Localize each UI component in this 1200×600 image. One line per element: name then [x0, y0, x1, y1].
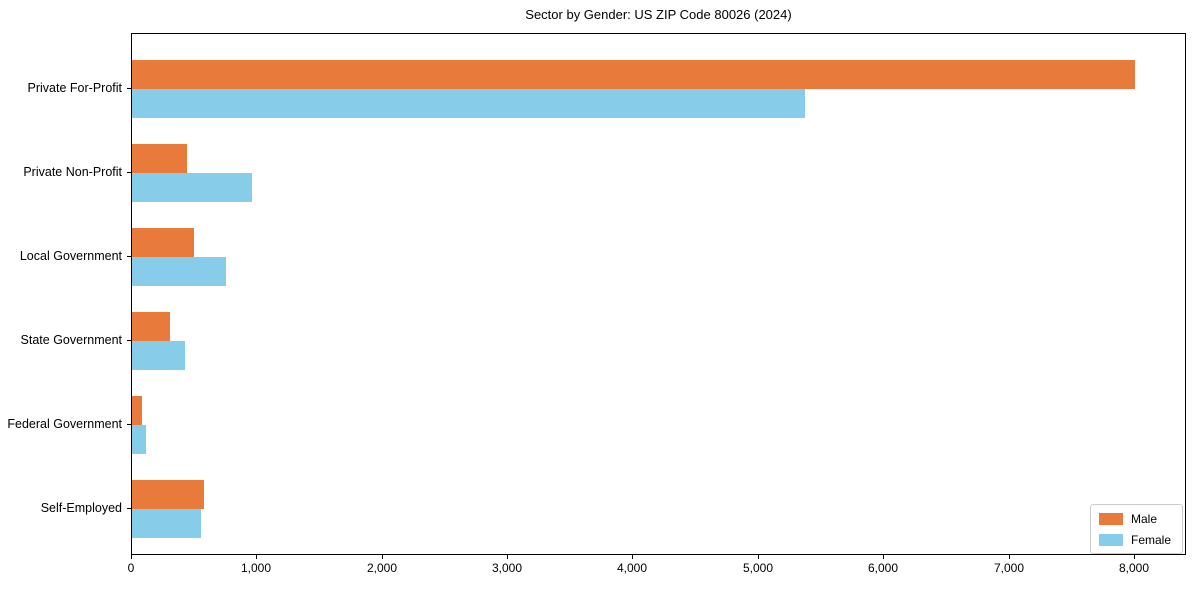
y-axis-tick [127, 424, 131, 425]
x-axis-tick-label: 8,000 [1118, 561, 1150, 575]
y-axis-tick [127, 88, 131, 89]
x-axis-tick-label: 6,000 [867, 561, 899, 575]
y-axis-tick [127, 172, 131, 173]
x-axis-tick-label: 7,000 [993, 561, 1025, 575]
bar-male-local-government [132, 228, 194, 257]
chart-title: Sector by Gender: US ZIP Code 80026 (202… [525, 7, 792, 22]
x-axis-tick [382, 555, 383, 559]
y-axis-tick [127, 256, 131, 257]
legend: Male Female [1090, 504, 1183, 554]
x-axis-tick [883, 555, 884, 559]
x-axis-tick-label: 5,000 [742, 561, 774, 575]
bar-male-federal-government [132, 396, 142, 425]
female-swatch-icon [1099, 534, 1123, 546]
y-axis-label-federal-government: Federal Government [7, 417, 122, 431]
male-swatch-icon [1099, 513, 1123, 525]
bar-female-local-government [132, 257, 226, 286]
x-axis-tick-label: 2,000 [366, 561, 398, 575]
bar-male-state-government [132, 312, 170, 341]
y-axis-label-private-non-profit: Private Non-Profit [23, 165, 122, 179]
y-axis-label-self-employed: Self-Employed [40, 501, 122, 515]
y-axis-tick [127, 508, 131, 509]
bar-male-private-non-profit [132, 144, 187, 173]
bar-female-federal-government [132, 425, 146, 454]
x-axis-tick [256, 555, 257, 559]
x-axis-tick-label: 3,000 [491, 561, 523, 575]
x-axis-tick [131, 555, 132, 559]
x-axis-tick [1134, 555, 1135, 559]
plot-area [131, 33, 1186, 555]
bar-female-private-non-profit [132, 173, 252, 202]
legend-entry-female: Female [1099, 533, 1174, 547]
y-axis-tick [127, 340, 131, 341]
legend-entry-male: Male [1099, 512, 1174, 526]
bar-female-state-government [132, 341, 185, 370]
x-axis-tick [632, 555, 633, 559]
y-axis-label-local-government: Local Government [19, 249, 122, 263]
x-axis-tick [1009, 555, 1010, 559]
x-axis-tick [507, 555, 508, 559]
bar-female-self-employed [132, 509, 201, 538]
legend-label-female: Female [1131, 533, 1172, 547]
y-axis-label-private-for-profit: Private For-Profit [27, 81, 122, 95]
x-axis-tick-label: 1,000 [240, 561, 272, 575]
y-axis-label-state-government: State Government [20, 333, 122, 347]
bar-male-self-employed [132, 480, 204, 509]
bar-male-private-for-profit [132, 60, 1135, 89]
x-axis-tick-label: 4,000 [616, 561, 648, 575]
legend-label-male: Male [1131, 512, 1158, 526]
x-axis-tick [758, 555, 759, 559]
x-axis-tick-label: 0 [127, 561, 135, 575]
bar-female-private-for-profit [132, 89, 805, 118]
